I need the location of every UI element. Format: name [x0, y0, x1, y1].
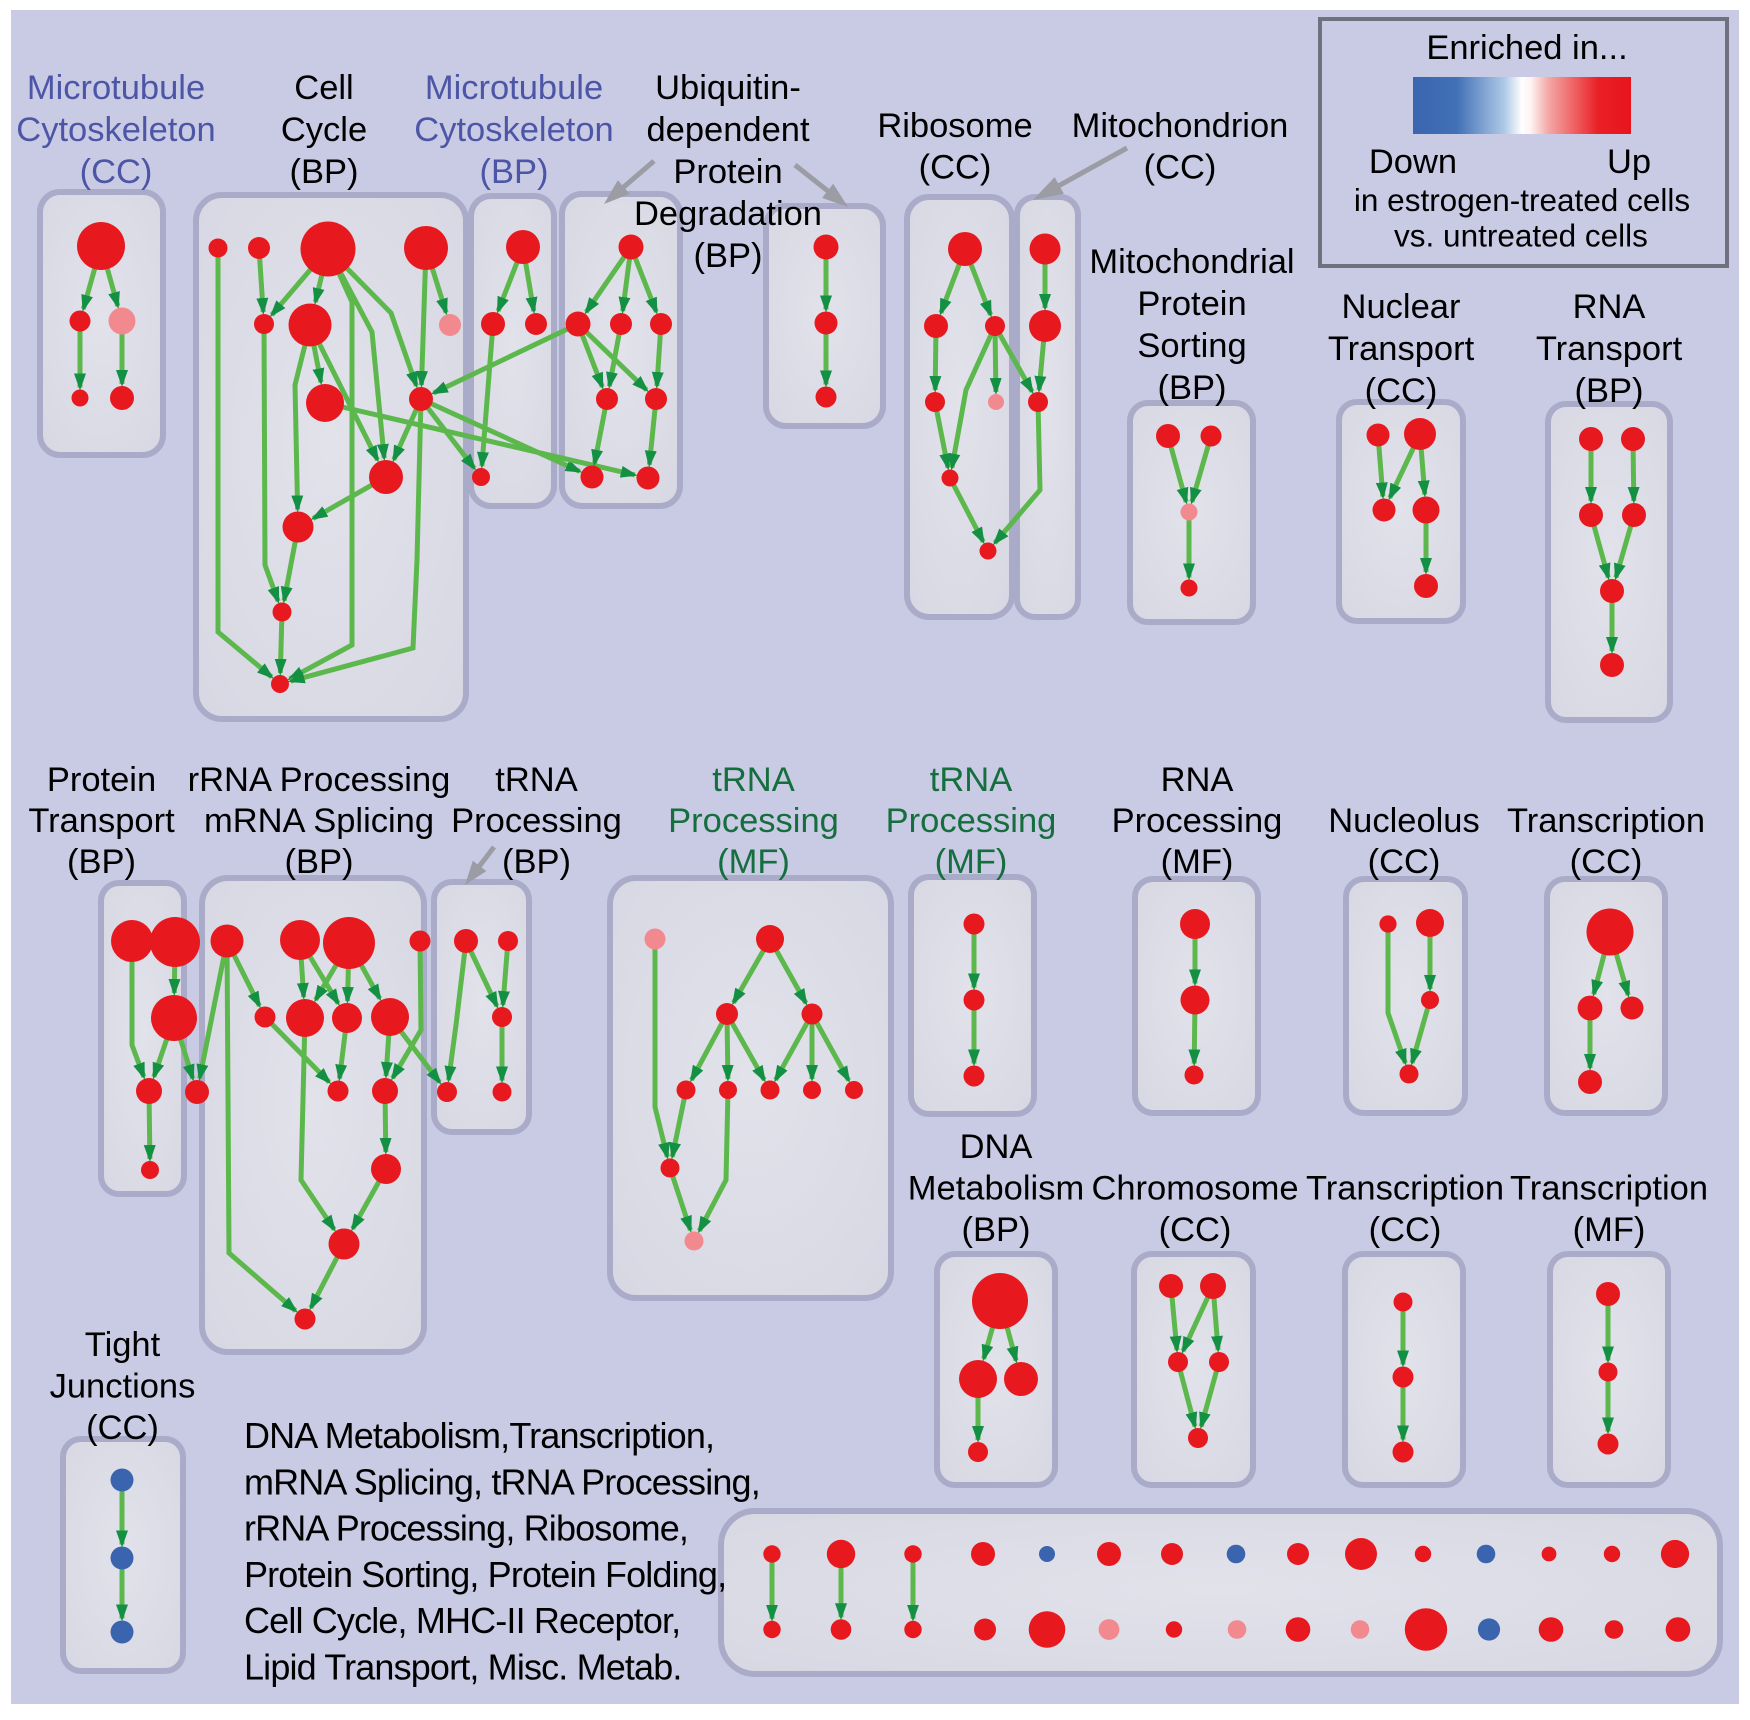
- svg-text:(CC): (CC): [1365, 372, 1438, 410]
- svg-text:Processing: Processing: [451, 802, 622, 840]
- svg-text:(BP): (BP): [480, 153, 549, 191]
- svg-text:Cytoskeleton: Cytoskeleton: [16, 111, 215, 149]
- svg-text:(MF): (MF): [717, 843, 790, 881]
- svg-text:(MF): (MF): [935, 843, 1008, 881]
- svg-text:tRNA: tRNA: [495, 761, 577, 799]
- svg-text:(CC): (CC): [1144, 149, 1217, 187]
- svg-text:(CC): (CC): [1368, 843, 1441, 881]
- svg-text:Down: Down: [1369, 143, 1457, 181]
- svg-text:(MF): (MF): [1573, 1211, 1646, 1249]
- svg-text:Protein: Protein: [1137, 285, 1246, 323]
- svg-text:(BP): (BP): [67, 843, 136, 881]
- svg-text:in estrogen-treated cells: in estrogen-treated cells: [1354, 182, 1690, 218]
- svg-text:vs. untreated cells: vs. untreated cells: [1394, 218, 1648, 254]
- svg-text:RNA: RNA: [1161, 761, 1234, 799]
- svg-text:dependent: dependent: [646, 111, 809, 149]
- svg-text:(MF): (MF): [1161, 843, 1234, 881]
- svg-text:rRNA Processing: rRNA Processing: [188, 761, 451, 799]
- svg-text:Protein Sorting, Protein Foldi: Protein Sorting, Protein Folding,: [244, 1554, 726, 1595]
- svg-text:RNA: RNA: [1573, 288, 1646, 326]
- svg-text:Processing: Processing: [668, 802, 839, 840]
- svg-text:(CC): (CC): [919, 149, 992, 187]
- svg-text:tRNA: tRNA: [712, 761, 794, 799]
- svg-text:Protein: Protein: [673, 153, 782, 191]
- svg-text:Degradation: Degradation: [634, 195, 822, 233]
- svg-text:(BP): (BP): [290, 153, 359, 191]
- svg-text:(BP): (BP): [502, 843, 571, 881]
- svg-text:Tight: Tight: [85, 1326, 161, 1364]
- svg-text:DNA Metabolism,Transcription,: DNA Metabolism,Transcription,: [244, 1415, 714, 1456]
- svg-text:Transcription: Transcription: [1306, 1170, 1504, 1208]
- svg-text:(BP): (BP): [1575, 372, 1644, 410]
- svg-text:mRNA Splicing, tRNA Processing: mRNA Splicing, tRNA Processing,: [244, 1461, 760, 1502]
- svg-text:Transcription: Transcription: [1507, 802, 1705, 840]
- svg-text:tRNA: tRNA: [930, 761, 1012, 799]
- svg-text:mRNA Splicing: mRNA Splicing: [204, 802, 434, 840]
- svg-text:Microtubule: Microtubule: [27, 69, 205, 107]
- svg-text:(BP): (BP): [694, 237, 763, 275]
- svg-text:Cell: Cell: [294, 69, 353, 107]
- svg-text:rRNA Processing, Ribosome,: rRNA Processing, Ribosome,: [244, 1508, 688, 1549]
- svg-text:Lipid Transport, Misc. Metab.: Lipid Transport, Misc. Metab.: [244, 1647, 682, 1688]
- svg-text:Junctions: Junctions: [50, 1368, 196, 1406]
- svg-text:(CC): (CC): [1570, 843, 1643, 881]
- svg-text:Nuclear: Nuclear: [1342, 288, 1461, 326]
- svg-text:(BP): (BP): [285, 843, 354, 881]
- svg-text:Mitochondrial: Mitochondrial: [1089, 243, 1294, 281]
- svg-text:Ribosome: Ribosome: [877, 107, 1032, 145]
- svg-text:Nucleolus: Nucleolus: [1328, 802, 1480, 840]
- svg-text:(CC): (CC): [1159, 1211, 1232, 1249]
- svg-text:(CC): (CC): [1369, 1211, 1442, 1249]
- svg-text:(BP): (BP): [1158, 369, 1227, 407]
- svg-text:(BP): (BP): [962, 1211, 1031, 1249]
- svg-text:Up: Up: [1607, 143, 1651, 181]
- svg-text:(CC): (CC): [86, 1409, 159, 1447]
- svg-text:Processing: Processing: [1112, 802, 1283, 840]
- svg-text:Transport: Transport: [28, 802, 175, 840]
- svg-text:Mitochondrion: Mitochondrion: [1072, 107, 1289, 145]
- svg-text:Protein: Protein: [47, 761, 156, 799]
- svg-text:Processing: Processing: [886, 802, 1057, 840]
- svg-text:Transcription: Transcription: [1510, 1170, 1708, 1208]
- svg-text:Transport: Transport: [1536, 330, 1683, 368]
- svg-text:DNA: DNA: [960, 1128, 1033, 1166]
- svg-text:Cycle: Cycle: [281, 111, 367, 149]
- svg-text:Cell Cycle, MHC-II Receptor,: Cell Cycle, MHC-II Receptor,: [244, 1600, 680, 1641]
- svg-text:Chromosome: Chromosome: [1091, 1170, 1298, 1208]
- svg-text:Metabolism: Metabolism: [908, 1170, 1084, 1208]
- svg-text:Transport: Transport: [1328, 330, 1475, 368]
- svg-text:(CC): (CC): [80, 153, 153, 191]
- svg-text:Ubiquitin-: Ubiquitin-: [655, 69, 801, 107]
- svg-text:Enriched in...: Enriched in...: [1426, 29, 1627, 67]
- svg-text:Cytoskeleton: Cytoskeleton: [414, 111, 613, 149]
- svg-text:Microtubule: Microtubule: [425, 69, 603, 107]
- svg-text:Sorting: Sorting: [1137, 327, 1246, 365]
